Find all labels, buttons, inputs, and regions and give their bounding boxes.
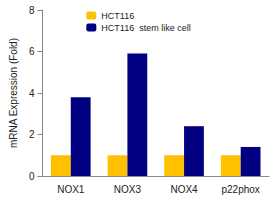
svg-text:NOX1: NOX1: [57, 184, 85, 195]
svg-text:NOX4: NOX4: [170, 184, 198, 195]
svg-text:NOX3: NOX3: [114, 184, 142, 195]
svg-text:HCT116 stem like cell: HCT116 stem like cell: [101, 23, 190, 33]
svg-text:p22phox: p22phox: [221, 184, 259, 195]
svg-text:2: 2: [29, 129, 35, 140]
svg-text:mRNA Expression (Fold): mRNA Expression (Fold): [8, 38, 19, 148]
svg-text:8: 8: [29, 5, 35, 16]
svg-text:0: 0: [29, 171, 35, 182]
svg-text:4: 4: [29, 88, 35, 99]
svg-text:6: 6: [29, 46, 35, 57]
svg-text:HCT116: HCT116: [101, 11, 134, 21]
